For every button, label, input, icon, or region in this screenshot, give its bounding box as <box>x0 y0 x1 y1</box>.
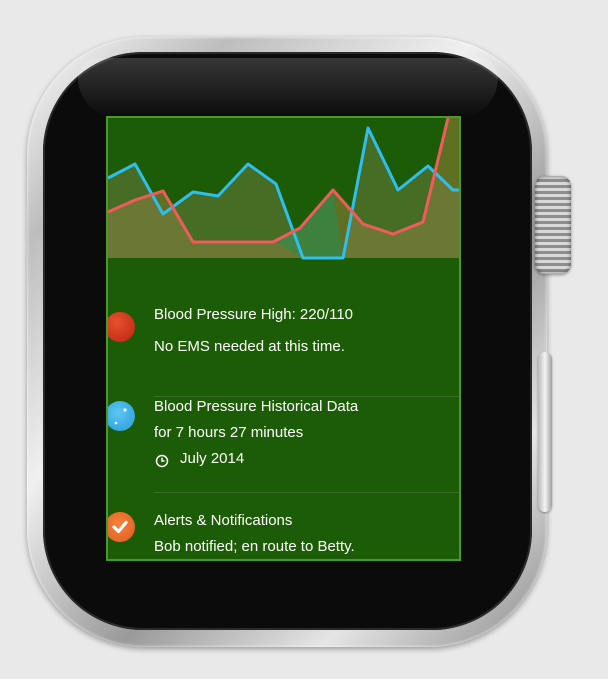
watch-screen[interactable]: Blood Pressure High: 220/110 No EMS need… <box>106 116 461 561</box>
divider <box>154 492 459 493</box>
checkmark-glyph <box>112 520 128 534</box>
red-series-fill <box>108 118 459 258</box>
side-button[interactable] <box>538 352 552 512</box>
entry-date: July 2014 <box>180 450 245 467</box>
entry-subtitle: for 7 hours 27 minutes <box>154 424 304 441</box>
divider <box>154 396 459 397</box>
blood-pressure-chart <box>108 118 459 268</box>
sparkle-icon <box>114 408 127 425</box>
entry-subtitle: Bob notified; en route to Betty. <box>154 538 355 555</box>
entry-title: Blood Pressure High: 220/110 <box>154 306 354 323</box>
entry-title: Blood Pressure Historical Data <box>154 398 359 415</box>
entry-title: Alerts & Notifications <box>154 512 293 529</box>
entry-subtitle: No EMS needed at this time. <box>154 338 345 355</box>
red-series-line <box>108 118 450 244</box>
blue-dot-icon <box>108 401 135 431</box>
overlap-fill <box>276 190 343 258</box>
digital-crown[interactable] <box>535 176 571 274</box>
glass-shine <box>78 58 498 118</box>
blue-series-line <box>108 126 459 260</box>
red-dot-icon <box>108 312 135 342</box>
clock-icon <box>155 454 169 468</box>
check-icon <box>108 512 135 542</box>
